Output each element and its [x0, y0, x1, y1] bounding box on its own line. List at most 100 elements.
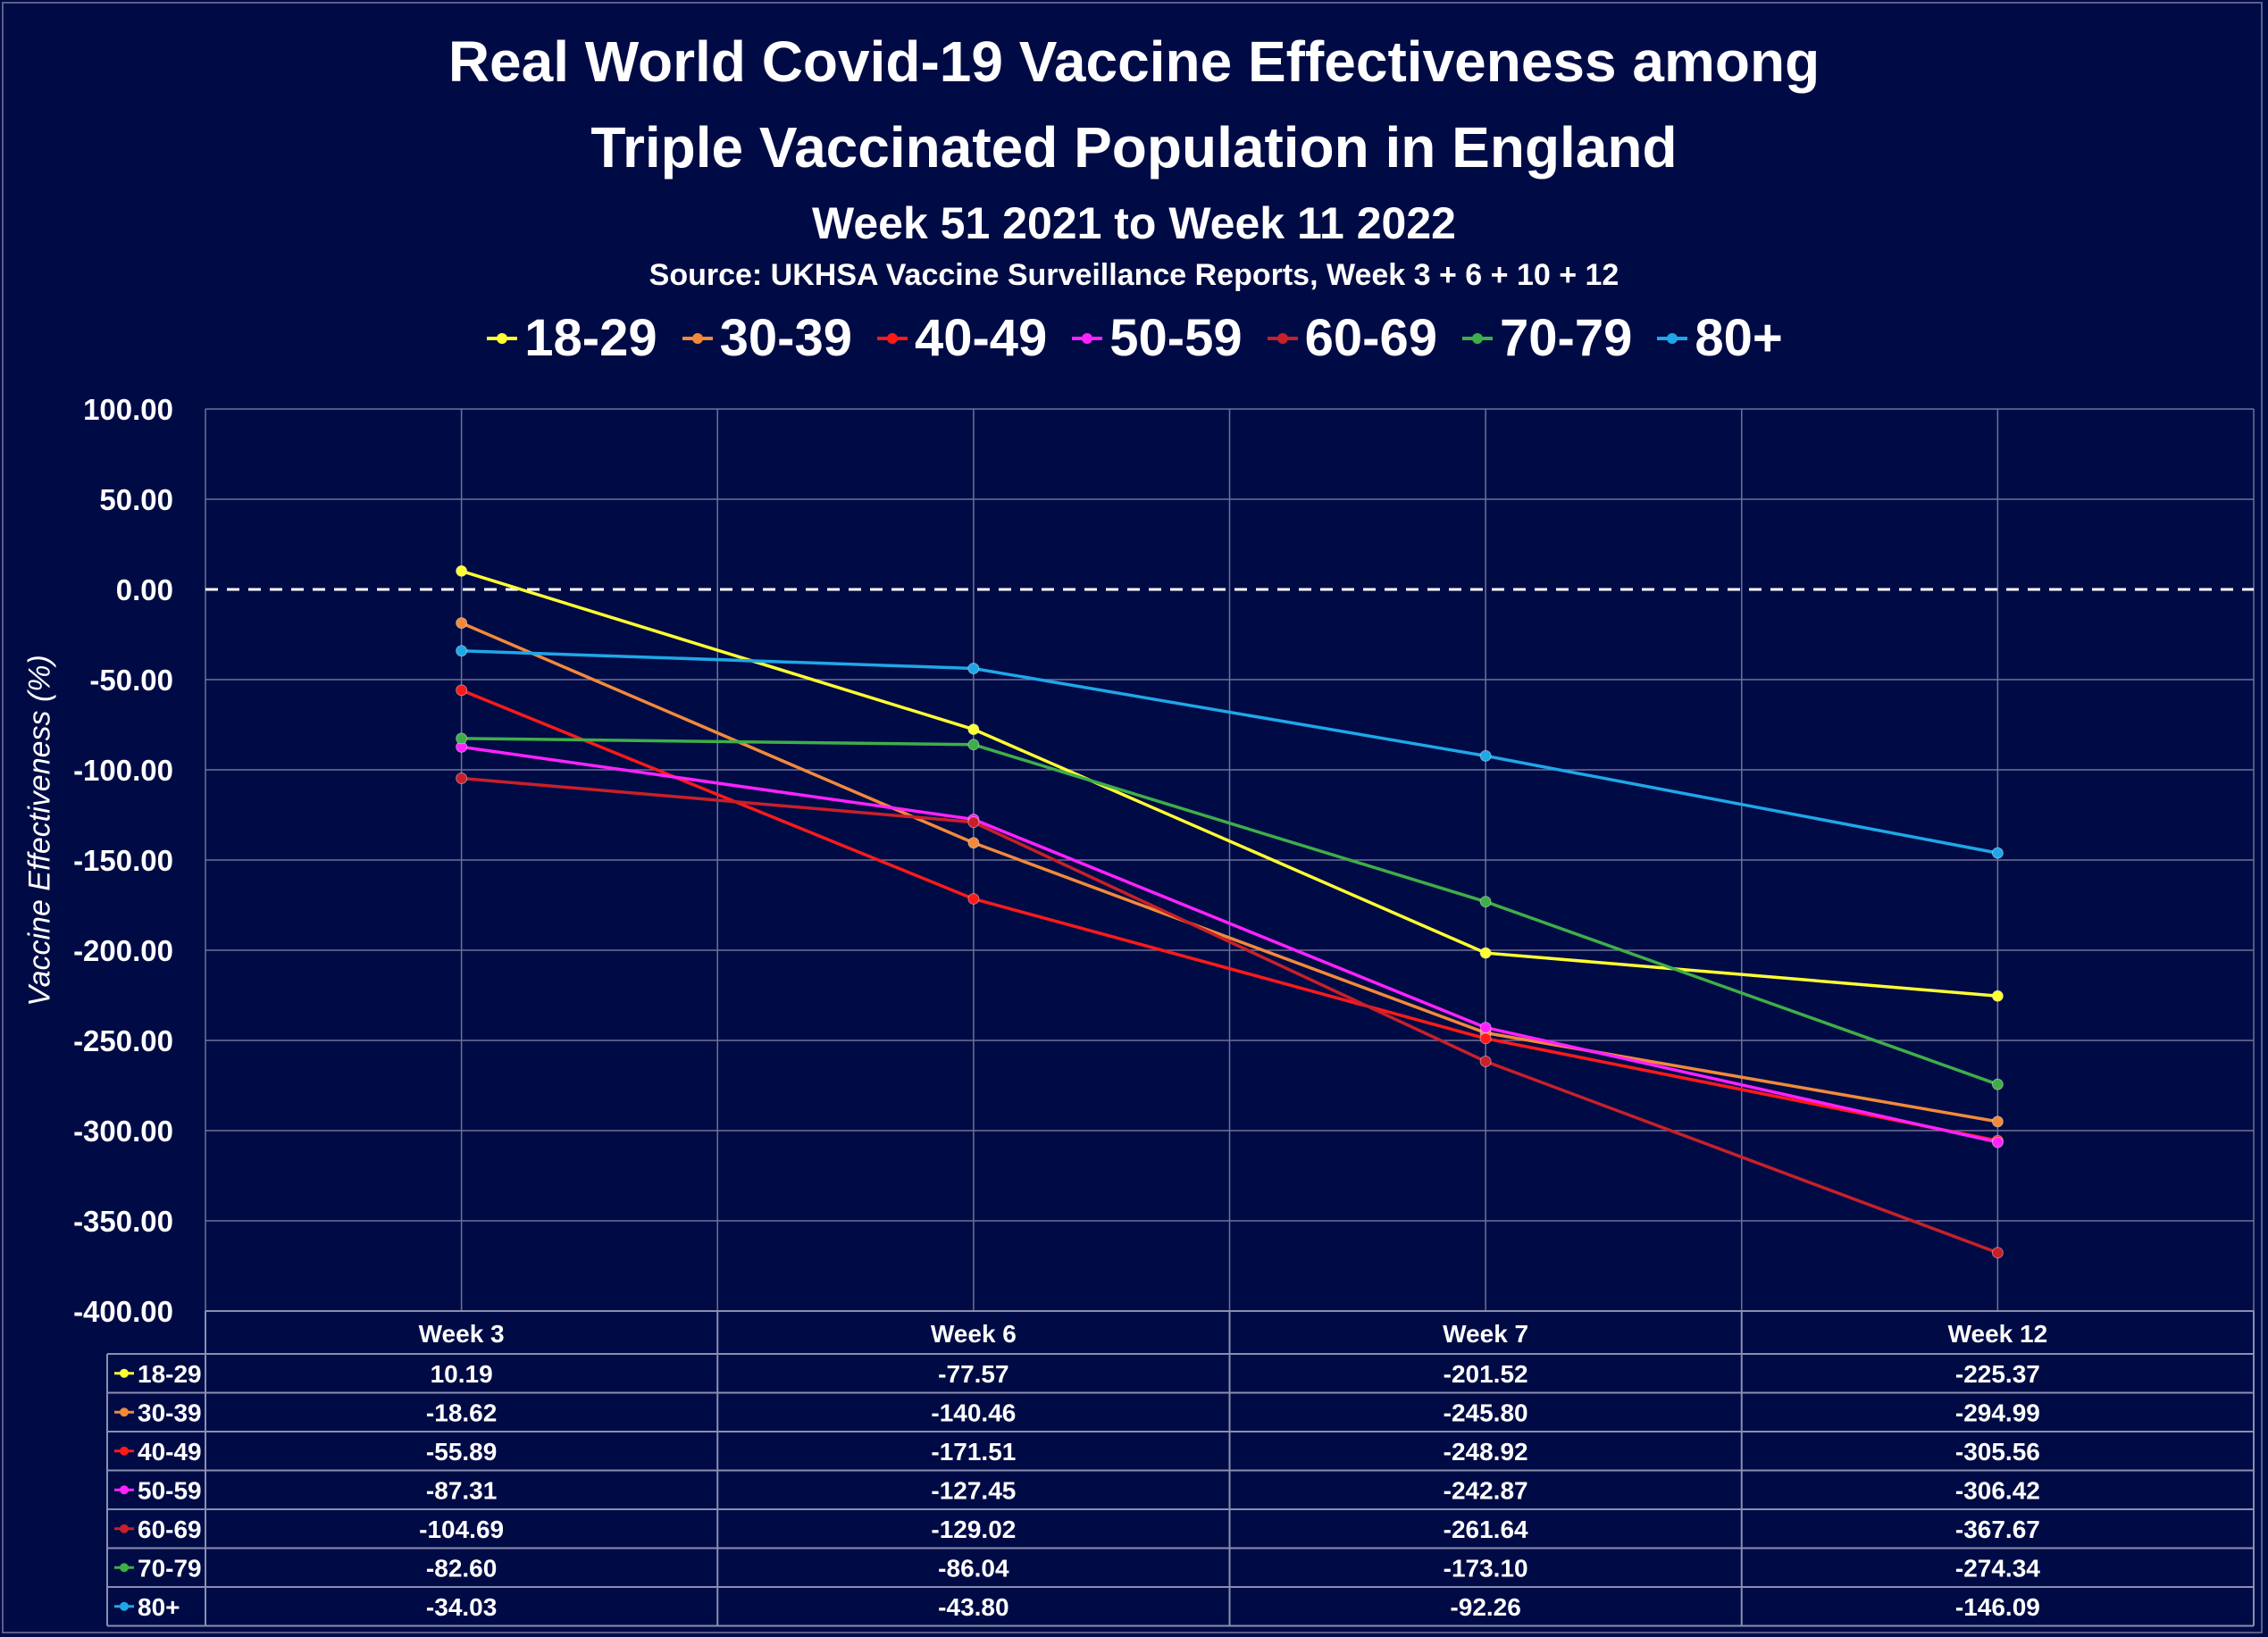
legend-marker-icon — [1267, 332, 1298, 344]
chart-title-line2: Triple Vaccinated Population in England — [590, 115, 1678, 180]
table-legend-key-marker — [120, 1601, 129, 1611]
y-tick-label: -100.00 — [73, 754, 173, 787]
table-legend-key-marker — [120, 1407, 129, 1417]
data-point-60-69 — [1479, 1056, 1492, 1068]
y-tick-label: 50.00 — [99, 483, 173, 516]
data-point-70-79 — [1479, 896, 1492, 908]
table-cell-value: -171.51 — [931, 1438, 1016, 1466]
table-cell-value: -82.60 — [426, 1554, 497, 1582]
legend-marker-icon — [682, 332, 713, 344]
table-series-label: 60-69 — [138, 1516, 202, 1543]
table-series-label: 70-79 — [138, 1554, 202, 1582]
table-cell-value: -248.92 — [1444, 1438, 1528, 1466]
table-cell-value: -18.62 — [426, 1399, 497, 1426]
y-tick-label: -150.00 — [73, 844, 173, 877]
table-cell-value: -77.57 — [938, 1360, 1008, 1388]
legend-item: 18-29 — [485, 308, 657, 368]
table-cell-value: -55.89 — [426, 1438, 497, 1466]
table-series-label: 18-29 — [138, 1360, 202, 1388]
series-line-80+ — [461, 648, 1998, 855]
data-point-50-59 — [1991, 1136, 2004, 1148]
table-cell-value: -129.02 — [931, 1516, 1016, 1543]
data-point-80+ — [1479, 749, 1492, 762]
table-cell-value: -305.56 — [1955, 1438, 2040, 1466]
table-legend-key-marker — [120, 1368, 129, 1378]
table-cell-value: -242.87 — [1444, 1476, 1528, 1504]
table-cell-value: -173.10 — [1444, 1554, 1528, 1582]
data-point-18-29 — [1991, 990, 2004, 1002]
table-series-label: 50-59 — [138, 1476, 202, 1504]
table-cell-value: -86.04 — [938, 1554, 1009, 1582]
legend-marker-icon — [1072, 332, 1103, 344]
table-cell-value: -146.09 — [1955, 1593, 2040, 1621]
x-category-label: Week 7 — [1443, 1320, 1528, 1348]
data-point-80+ — [1991, 847, 2004, 859]
data-point-70-79 — [456, 732, 468, 745]
legend-item: 60-69 — [1266, 308, 1437, 368]
table-cell-value: -274.34 — [1955, 1554, 2040, 1582]
y-tick-label: -250.00 — [73, 1024, 173, 1057]
series-line-18-29 — [461, 569, 1998, 998]
legend-label: 30-39 — [719, 309, 852, 367]
series-line-40-49 — [460, 689, 1998, 1142]
data-point-80+ — [456, 645, 468, 657]
data-point-30-39 — [967, 837, 980, 849]
x-category-label: Week 12 — [1948, 1320, 2048, 1348]
table-cell-value: -201.52 — [1444, 1360, 1528, 1388]
data-point-30-39 — [456, 617, 468, 630]
table-cell-value: -43.80 — [938, 1593, 1008, 1621]
data-point-18-29 — [456, 564, 468, 577]
legend-label: 50-59 — [1109, 309, 1243, 367]
y-tick-label: -50.00 — [89, 664, 173, 697]
data-point-60-69 — [967, 816, 980, 829]
table-series-label: 30-39 — [138, 1399, 202, 1426]
y-tick-label: -400.00 — [73, 1295, 173, 1328]
legend-label: 80+ — [1695, 309, 1783, 367]
table-cell-value: -140.46 — [931, 1399, 1016, 1426]
y-tick-label: 100.00 — [83, 393, 173, 426]
table-cell-value: 10.19 — [431, 1360, 493, 1388]
x-category-label: Week 3 — [419, 1320, 505, 1348]
y-tick-label: -300.00 — [73, 1115, 173, 1148]
y-tick-label: -350.00 — [73, 1205, 173, 1238]
x-category-label: Week 6 — [931, 1320, 1017, 1348]
table-cell-value: -87.31 — [426, 1476, 497, 1504]
data-point-40-49 — [1479, 1032, 1492, 1045]
legend-item: 30-39 — [681, 308, 852, 368]
table-cell-value: -92.26 — [1450, 1593, 1520, 1621]
data-point-80+ — [967, 662, 980, 674]
data-point-18-29 — [967, 723, 980, 736]
table-cell-value: -127.45 — [931, 1476, 1016, 1504]
chart-legend: 18-29 30-39 40-49 50-59 60-69 70-79 80+ — [0, 308, 2268, 368]
data-point-60-69 — [456, 772, 468, 784]
table-series-label: 80+ — [138, 1593, 180, 1621]
legend-item: 40-49 — [875, 308, 1047, 368]
table-cell-value: -245.80 — [1444, 1399, 1528, 1426]
title-block: Real World Covid-19 Vaccine Effectivenes… — [0, 18, 2268, 298]
series-line-70-79 — [461, 737, 1998, 1086]
table-legend-key-marker — [120, 1485, 129, 1495]
table-legend-key-marker — [120, 1563, 129, 1573]
table-legend-key-marker — [120, 1524, 129, 1533]
data-point-70-79 — [1991, 1078, 2004, 1090]
legend-label: 40-49 — [914, 309, 1048, 367]
table-cell-value: -225.37 — [1955, 1360, 2040, 1388]
table-legend-key-marker — [120, 1446, 129, 1456]
legend-item: 50-59 — [1070, 308, 1243, 368]
table-cell-value: -306.42 — [1955, 1476, 2040, 1504]
series-line-30-39 — [460, 622, 1998, 1123]
table-cell-value: -261.64 — [1444, 1516, 1528, 1543]
data-point-30-39 — [1991, 1115, 2004, 1128]
legend-marker-icon — [487, 332, 518, 344]
y-tick-label: 0.00 — [116, 573, 173, 606]
chart-title-line1: Real World Covid-19 Vaccine Effectivenes… — [448, 29, 1820, 94]
table-cell-value: -294.99 — [1955, 1399, 2040, 1426]
series-line-50-59 — [461, 745, 1998, 1144]
table-cell-value: -367.67 — [1955, 1516, 2040, 1543]
legend-marker-icon — [1461, 332, 1493, 344]
data-point-70-79 — [967, 739, 980, 751]
legend-item: 70-79 — [1460, 308, 1632, 368]
data-point-40-49 — [967, 892, 980, 905]
data-point-40-49 — [456, 684, 468, 697]
